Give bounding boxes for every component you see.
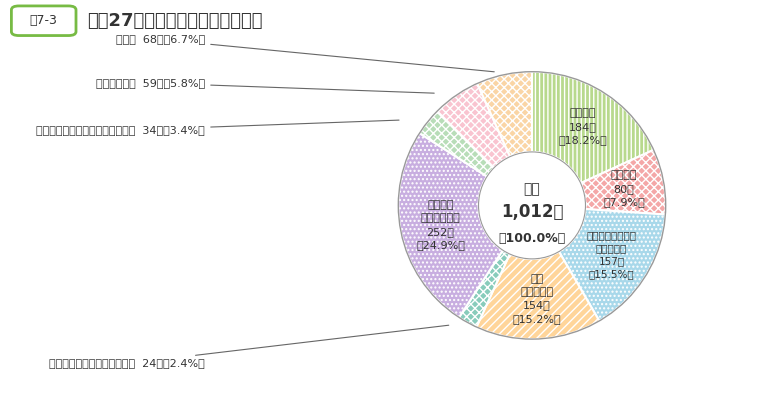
Wedge shape xyxy=(420,111,494,177)
Text: 平成27年度苦情相談の内容別件数: 平成27年度苦情相談の内容別件数 xyxy=(87,11,263,30)
Text: パワハラ以外のいじめ・嫌がらせ  34件（3.4%）: パワハラ以外のいじめ・嫌がらせ 34件（3.4%） xyxy=(36,120,399,135)
Wedge shape xyxy=(559,209,666,321)
Text: その他  68件（6.7%）: その他 68件（6.7%） xyxy=(116,34,494,72)
Circle shape xyxy=(479,152,585,259)
Wedge shape xyxy=(477,252,600,339)
Text: 健康
安全等関係
154件
（15.2%）: 健康 安全等関係 154件 （15.2%） xyxy=(512,274,561,324)
Text: セクシュアル・ハラスメント  24件（2.4%）: セクシュアル・ハラスメント 24件（2.4%） xyxy=(49,325,448,369)
Text: 図7-3: 図7-3 xyxy=(30,14,58,27)
Text: 総計: 総計 xyxy=(524,182,540,196)
Wedge shape xyxy=(437,83,510,168)
Wedge shape xyxy=(459,250,510,327)
Text: 勤務時間、休暇、
服務等関係
157件
（15.5%）: 勤務時間、休暇、 服務等関係 157件 （15.5%） xyxy=(587,230,637,280)
Text: （100.0%）: （100.0%） xyxy=(499,232,565,245)
FancyBboxPatch shape xyxy=(11,6,76,36)
Wedge shape xyxy=(532,72,654,183)
Wedge shape xyxy=(398,133,503,318)
Wedge shape xyxy=(581,150,666,214)
Wedge shape xyxy=(477,72,532,157)
Text: パワー・
ハラスメント
252件
（24.9%）: パワー・ ハラスメント 252件 （24.9%） xyxy=(416,200,465,250)
Text: 人事評価関係  59件（5.8%）: 人事評価関係 59件（5.8%） xyxy=(96,78,434,93)
Text: 1,012件: 1,012件 xyxy=(501,203,563,221)
Text: 任用関係
184件
（18.2%）: 任用関係 184件 （18.2%） xyxy=(559,109,607,145)
Text: 給与関係
80件
（7.9%）: 給与関係 80件 （7.9%） xyxy=(603,170,645,207)
